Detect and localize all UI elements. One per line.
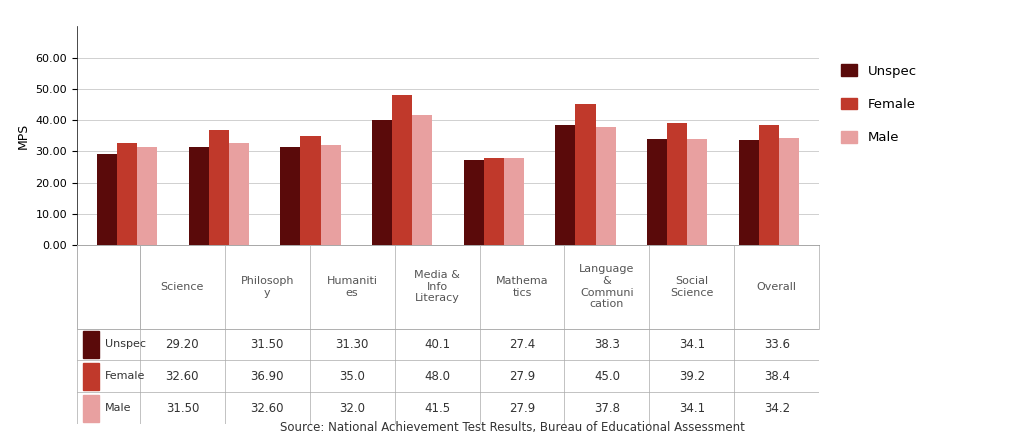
Text: 34.1: 34.1 xyxy=(679,402,705,415)
Bar xyxy=(738,140,759,245)
Bar xyxy=(83,363,99,390)
Text: 39.2: 39.2 xyxy=(679,370,705,383)
Y-axis label: MPS: MPS xyxy=(16,123,30,149)
Text: Philosoph
y: Philosoph y xyxy=(241,276,294,298)
Text: Media &
Info
Literacy: Media & Info Literacy xyxy=(414,270,460,304)
Text: Overall: Overall xyxy=(757,282,797,292)
Text: 31.50: 31.50 xyxy=(251,338,284,351)
Bar xyxy=(83,331,99,358)
Text: Language
&
Communi
cation: Language & Communi cation xyxy=(580,265,635,309)
Text: 34.1: 34.1 xyxy=(679,338,705,351)
Bar xyxy=(281,147,300,245)
Text: 27.4: 27.4 xyxy=(509,338,536,351)
Text: 41.5: 41.5 xyxy=(424,402,451,415)
Text: 34.2: 34.2 xyxy=(764,402,790,415)
Bar xyxy=(504,158,524,245)
Text: Humaniti
es: Humaniti es xyxy=(327,276,378,298)
Text: 37.8: 37.8 xyxy=(594,402,620,415)
Bar xyxy=(117,143,137,245)
Text: 32.0: 32.0 xyxy=(339,402,366,415)
Bar xyxy=(321,145,341,245)
Bar xyxy=(596,127,615,245)
Text: Unspec: Unspec xyxy=(105,339,146,350)
Bar xyxy=(300,136,321,245)
Text: Science: Science xyxy=(161,282,204,292)
Bar xyxy=(209,130,229,245)
Text: Male: Male xyxy=(105,403,131,413)
Bar xyxy=(483,158,504,245)
Text: 38.3: 38.3 xyxy=(594,338,620,351)
Bar xyxy=(759,125,779,245)
Text: 45.0: 45.0 xyxy=(594,370,620,383)
Bar xyxy=(413,116,432,245)
Text: Social
Science: Social Science xyxy=(670,276,714,298)
Bar xyxy=(372,120,392,245)
Text: 27.9: 27.9 xyxy=(509,402,536,415)
Bar xyxy=(137,147,158,245)
Legend: Unspec, Female, Male: Unspec, Female, Male xyxy=(836,59,922,149)
Bar xyxy=(779,138,799,245)
Bar xyxy=(575,105,596,245)
Text: 31.30: 31.30 xyxy=(336,338,369,351)
Text: 48.0: 48.0 xyxy=(424,370,451,383)
Bar xyxy=(555,125,575,245)
Bar xyxy=(392,95,413,245)
Text: 27.9: 27.9 xyxy=(509,370,536,383)
Text: 35.0: 35.0 xyxy=(339,370,366,383)
Bar xyxy=(188,147,209,245)
Text: 29.20: 29.20 xyxy=(166,338,200,351)
Bar xyxy=(464,159,483,245)
Text: 32.60: 32.60 xyxy=(251,402,284,415)
Bar xyxy=(229,143,249,245)
FancyBboxPatch shape xyxy=(77,245,819,328)
Text: 36.90: 36.90 xyxy=(251,370,284,383)
Text: Mathema
tics: Mathema tics xyxy=(496,276,548,298)
Text: Source: National Achievement Test Results, Bureau of Educational Assessment: Source: National Achievement Test Result… xyxy=(280,420,744,434)
Bar xyxy=(667,123,687,245)
Text: Female: Female xyxy=(105,371,145,381)
Text: 31.50: 31.50 xyxy=(166,402,199,415)
Bar xyxy=(83,395,99,422)
Bar xyxy=(97,154,117,245)
Text: 33.6: 33.6 xyxy=(764,338,790,351)
Text: 38.4: 38.4 xyxy=(764,370,790,383)
Text: 32.60: 32.60 xyxy=(166,370,199,383)
Text: 40.1: 40.1 xyxy=(424,338,451,351)
Bar xyxy=(647,138,667,245)
Bar xyxy=(687,138,708,245)
